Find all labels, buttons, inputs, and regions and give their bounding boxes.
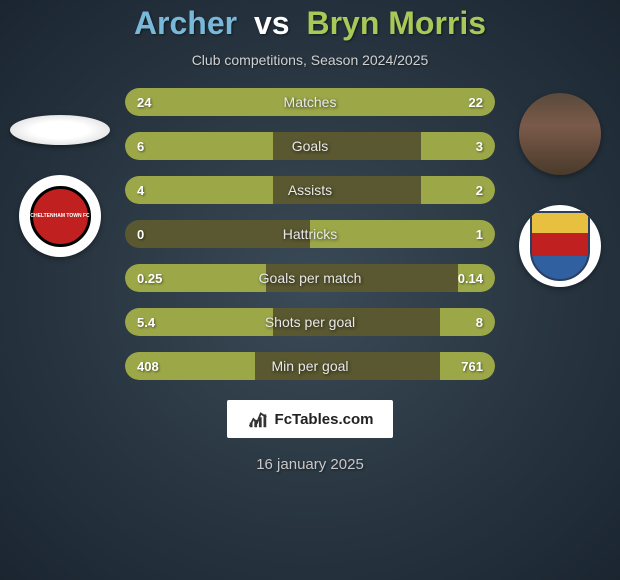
stat-value-right: 3	[476, 139, 483, 154]
player1-name: Archer	[134, 5, 237, 41]
stat-row: 6Goals3	[125, 132, 495, 160]
footer-date: 16 january 2025	[256, 456, 364, 473]
chart-icon	[247, 408, 269, 430]
stat-row: 0.25Goals per match0.14	[125, 264, 495, 292]
player1-avatar	[10, 115, 110, 145]
stat-row: 0Hattricks1	[125, 220, 495, 248]
shield-icon	[530, 211, 590, 281]
stat-label: Matches	[125, 94, 495, 110]
stat-row: 408Min per goal761	[125, 352, 495, 380]
player2-name: Bryn Morris	[306, 5, 486, 41]
right-side	[510, 88, 610, 380]
footer-brand[interactable]: FcTables.com	[227, 400, 394, 438]
stat-row: 24Matches22	[125, 88, 495, 116]
stat-label: Assists	[125, 182, 495, 198]
stat-value-right: 8	[476, 315, 483, 330]
stat-label: Goals per match	[125, 270, 495, 286]
footer-brand-text: FcTables.com	[275, 411, 374, 428]
player2-club-badge	[519, 205, 601, 287]
stat-row: 5.4Shots per goal8	[125, 308, 495, 336]
stat-value-right: 2	[476, 183, 483, 198]
player1-club-badge: CHELTENHAM TOWN FC	[19, 175, 101, 257]
stat-row: 4Assists2	[125, 176, 495, 204]
player1-club-name: CHELTENHAM TOWN FC	[30, 213, 89, 219]
stats-container: 24Matches22 6Goals3 4Assists2 0Hattricks1 0.…	[125, 88, 495, 380]
stat-value-right: 0.14	[458, 271, 483, 286]
stat-label: Goals	[125, 138, 495, 154]
subtitle: Club competitions, Season 2024/2025	[192, 52, 429, 68]
stat-label: Min per goal	[125, 358, 495, 374]
player2-avatar	[519, 93, 601, 175]
left-side: CHELTENHAM TOWN FC	[10, 88, 110, 380]
comparison-title: Archer vs Bryn Morris	[134, 5, 486, 42]
stat-label: Shots per goal	[125, 314, 495, 330]
comparison-main: CHELTENHAM TOWN FC 24Matches22 6Goals3 4As…	[0, 88, 620, 380]
stat-value-right: 22	[469, 95, 483, 110]
stat-value-right: 1	[476, 227, 483, 242]
stat-label: Hattricks	[125, 226, 495, 242]
vs-separator: vs	[254, 5, 290, 41]
stat-value-right: 761	[461, 359, 483, 374]
